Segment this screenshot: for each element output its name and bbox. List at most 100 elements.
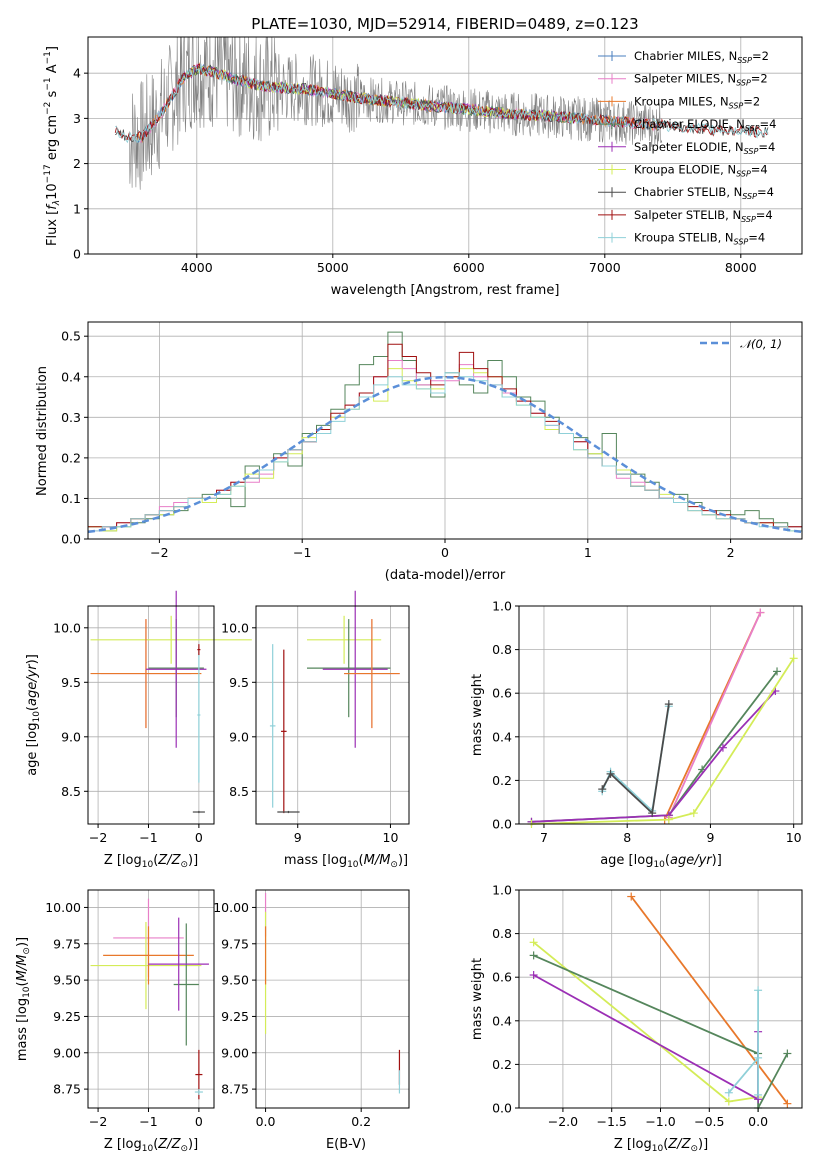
- y-tick-label: 9.25: [221, 1009, 249, 1024]
- y-tick-label: 2: [73, 156, 81, 171]
- y-tick-label: 9.00: [221, 1045, 249, 1060]
- y-tick-label: 0.5: [61, 329, 81, 344]
- weight-vs-age-xlabel: age [log10(age/yr)]: [600, 853, 722, 870]
- y-tick-label: 0.6: [492, 686, 512, 701]
- x-tick-label: 0: [441, 545, 449, 560]
- mass-vs-ebv-plot-area: [256, 890, 409, 1108]
- weight-line: [533, 941, 759, 1103]
- y-tick-label: 0.3: [61, 410, 81, 425]
- x-tick-label: 2: [727, 545, 735, 560]
- weight-vs-age-ticks: 7 8 9 10 0.0 0.2 0.4 0.6 0.8 1.0: [492, 599, 802, 846]
- x-tick-label: 4000: [181, 260, 213, 275]
- y-tick-label: 0.4: [61, 369, 81, 384]
- age-vs-mass-frame: [255, 605, 410, 825]
- age-vs-mass-ticks: 9 10 8.5 9.0 9.5 10.0: [221, 620, 398, 845]
- legend-label: Kroupa MILES, NSSP=2: [634, 94, 760, 110]
- weight-line: [601, 703, 670, 815]
- y-tick-label: 8.5: [229, 784, 249, 799]
- normal-curve-line: [87, 375, 803, 534]
- y-tick-label: 10.0: [221, 620, 249, 635]
- x-tick-label: 0: [195, 830, 203, 845]
- x-tick-label: 0.0: [748, 1114, 768, 1129]
- y-tick-label: 0.8: [492, 926, 512, 941]
- x-tick-label: 8: [623, 830, 631, 845]
- x-tick-label: 6000: [453, 260, 485, 275]
- x-tick-label: 7000: [589, 260, 621, 275]
- age-vs-mass-panel: 9 10 8.5 9.0 9.5 10.0 mass [log10(M/M⊙)]: [221, 590, 410, 870]
- age-vs-mass-plot-area: [256, 590, 409, 824]
- grid: [519, 605, 802, 825]
- x-tick-label: −1.0: [645, 1114, 675, 1129]
- residual-ticks: −2 −1 0 1 2 0.0 0.1 0.2 0.3 0.4 0.5: [61, 329, 734, 560]
- grid: [88, 606, 214, 824]
- legend-label: Salpeter MILES, NSSP=2: [634, 72, 768, 88]
- mass-vs-z-ylabel: mass [log10(M/M⊙)]: [15, 937, 32, 1061]
- legend-label: Kroupa ELODIE, NSSP=4: [634, 163, 768, 179]
- histogram-step-line: [88, 331, 802, 532]
- residual-plot-area: [87, 322, 803, 540]
- y-tick-label: 0.8: [492, 642, 512, 657]
- spectrum-ylabel: Flux [fλ10−17 erg cm−2 s−1 A−1]: [43, 46, 62, 246]
- y-tick-label: 8.5: [61, 784, 81, 799]
- y-tick-label: 4: [73, 66, 81, 81]
- weight-vs-age-ylabel: mass weight: [470, 674, 485, 756]
- x-tick-label: 9: [706, 830, 714, 845]
- spectrum-frame: [87, 36, 803, 255]
- y-tick-label: 9.50: [53, 973, 81, 988]
- spectrum-xlabel: wavelength [Angstrom, rest frame]: [331, 283, 560, 298]
- weight-vs-z-xlabel: Z [log10(Z/Z⊙)]: [614, 1137, 708, 1154]
- weight-vs-z-plot-area: [519, 889, 802, 1112]
- spectrum-lines: [114, 37, 769, 190]
- age-vs-z-frame: [87, 605, 215, 825]
- x-tick-label: 8000: [725, 260, 757, 275]
- grid: [256, 606, 409, 824]
- x-tick-label: 7: [540, 830, 548, 845]
- y-tick-label: 8.75: [221, 1082, 249, 1097]
- y-tick-label: 0.4: [492, 1013, 512, 1028]
- legend-label: Chabrier STELIB, NSSP=4: [634, 185, 774, 201]
- weight-line: [601, 706, 670, 813]
- x-tick-label: 5000: [317, 260, 349, 275]
- model-line-salpeter-stelib: [114, 63, 769, 142]
- weight-line: [531, 657, 795, 825]
- y-tick-label: 0.0: [492, 817, 512, 832]
- y-tick-label: 0.0: [492, 1101, 512, 1116]
- mass-vs-ebv-xlabel: E(B-V): [326, 1137, 366, 1152]
- weight-vs-z-ylabel: mass weight: [470, 958, 485, 1040]
- legend-label: Kroupa STELIB, NSSP=4: [634, 231, 765, 247]
- mass-vs-ebv-frame: [255, 889, 410, 1109]
- legend-label: Salpeter ELODIE, NSSP=4: [634, 140, 775, 156]
- y-tick-label: 0.2: [61, 450, 81, 465]
- y-tick-label: 0: [73, 247, 81, 262]
- y-tick-label: 9.5: [61, 675, 81, 690]
- y-tick-label: 1: [73, 201, 81, 216]
- weight-line: [533, 974, 759, 1101]
- x-tick-label: −0.5: [694, 1114, 724, 1129]
- y-tick-label: 8.75: [53, 1082, 81, 1097]
- y-tick-label: 0.0: [61, 532, 81, 547]
- weight-vs-age-panel: 7 8 9 10 0.0 0.2 0.4 0.6 0.8 1.0 age [log10(age/y…: [470, 599, 803, 870]
- residual-ylabel: Normed distribution: [35, 366, 50, 496]
- spectrum-ticks: 4000 5000 6000 7000 8000 0 1 2 3 4: [73, 66, 757, 275]
- y-tick-label: 0.4: [492, 729, 512, 744]
- spectrum-panel: 4000 5000 6000 7000 8000 0 1 2 3 4 wavelength [An…: [43, 36, 803, 298]
- legend-label: Salpeter STELIB, NSSP=4: [634, 208, 773, 224]
- y-tick-label: 1.0: [492, 883, 512, 898]
- weight-line: [531, 690, 777, 823]
- y-tick-label: 9.75: [221, 936, 249, 951]
- figure-title: PLATE=1030, MJD=52914, FIBERID=0489, z=0…: [251, 15, 638, 33]
- y-tick-label: 3: [73, 111, 81, 126]
- y-tick-label: 0.1: [61, 491, 81, 506]
- mass-vs-ebv-ticks: 0.0 0.2 8.75 9.00 9.25 9.50 9.75 10.00: [213, 900, 371, 1129]
- weight-vs-age-plot-area: [519, 605, 802, 828]
- x-tick-label: 0.0: [256, 1114, 276, 1129]
- y-tick-label: 9.00: [53, 1045, 81, 1060]
- mass-vs-z-panel: −2 −1 0 8.75 9.00 9.25 9.50 9.75 10.00 Z [log10(…: [15, 889, 215, 1154]
- mass-vs-z-ticks: −2 −1 0 8.75 9.00 9.25 9.50 9.75 10.00: [45, 900, 203, 1129]
- y-tick-label: 10.00: [45, 900, 81, 915]
- x-tick-label: 0: [195, 1114, 203, 1129]
- residual-panel: −2 −1 0 1 2 0.0 0.1 0.2 0.3 0.4 0.5 (data-model)/e…: [35, 321, 803, 583]
- age-vs-z-panel: −2 −1 0 8.5 9.0 9.5 10.0 Z [log10(Z/Z⊙)] age […: [25, 590, 252, 870]
- y-tick-label: 9.0: [229, 729, 249, 744]
- residual-xlabel: (data-model)/error: [385, 568, 506, 583]
